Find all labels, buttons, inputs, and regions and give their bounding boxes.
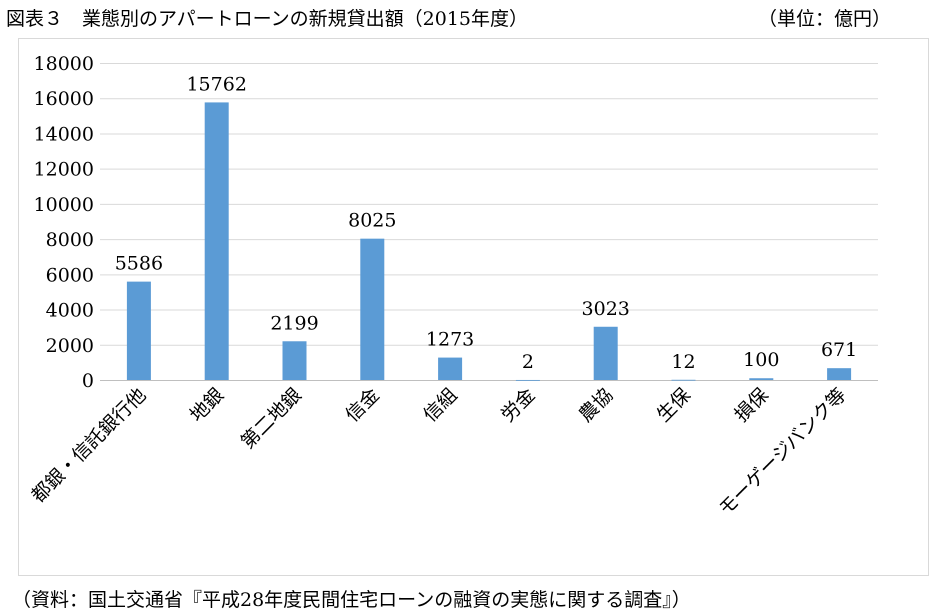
data-label: 8025 bbox=[348, 210, 396, 232]
y-tick-label: 10000 bbox=[34, 194, 94, 216]
y-tick-label: 2000 bbox=[46, 335, 94, 357]
y-tick-label: 16000 bbox=[34, 88, 94, 110]
y-tick-label: 18000 bbox=[34, 53, 94, 75]
data-label: 1273 bbox=[426, 329, 474, 351]
bar bbox=[204, 102, 229, 380]
source-note: （資料：国土交通省『平成28年度民間住宅ローンの融資の実態に関する調査』） bbox=[12, 589, 691, 611]
y-tick-label: 12000 bbox=[34, 159, 94, 181]
chart-border bbox=[18, 38, 929, 576]
y-tick-label: 0 bbox=[82, 370, 94, 392]
y-tick-label: 6000 bbox=[46, 264, 94, 286]
y-tick-label: 14000 bbox=[34, 123, 94, 145]
data-label: 2 bbox=[522, 351, 534, 373]
data-label: 12 bbox=[671, 351, 695, 373]
x-tick-label: 損保 bbox=[730, 384, 772, 426]
bar bbox=[671, 379, 696, 381]
data-label: 2199 bbox=[270, 312, 318, 334]
x-tick-label: 労金 bbox=[497, 384, 539, 426]
data-label: 3023 bbox=[582, 298, 630, 320]
data-label: 15762 bbox=[186, 73, 246, 95]
x-tick-label: 生保 bbox=[653, 384, 695, 426]
bar bbox=[515, 379, 540, 381]
data-label: 5586 bbox=[115, 253, 163, 275]
bar bbox=[360, 238, 385, 380]
bar bbox=[749, 378, 774, 380]
bar bbox=[827, 368, 852, 380]
x-tick-label: 都銀・信託銀行他 bbox=[27, 384, 150, 507]
bar bbox=[282, 341, 307, 380]
x-tick-label: 信金 bbox=[341, 384, 383, 426]
bar bbox=[593, 326, 618, 380]
unit-label: （単位：億円） bbox=[758, 8, 892, 30]
bar bbox=[126, 281, 151, 380]
x-tick-label: 農協 bbox=[575, 384, 617, 426]
data-label: 100 bbox=[743, 349, 779, 371]
bar bbox=[438, 357, 463, 380]
y-tick-label: 4000 bbox=[46, 300, 94, 322]
figure-title: 図表３ 業態別のアパートローンの新規貸出額（2015年度） bbox=[6, 8, 529, 30]
y-tick-label: 8000 bbox=[46, 229, 94, 251]
x-tick-label: 信組 bbox=[419, 384, 461, 426]
x-tick-label: 地銀 bbox=[186, 384, 228, 426]
x-tick-label: モーゲージバンク等 bbox=[715, 384, 851, 520]
x-tick-label: 第二地銀 bbox=[237, 384, 306, 453]
data-label: 671 bbox=[821, 339, 857, 361]
